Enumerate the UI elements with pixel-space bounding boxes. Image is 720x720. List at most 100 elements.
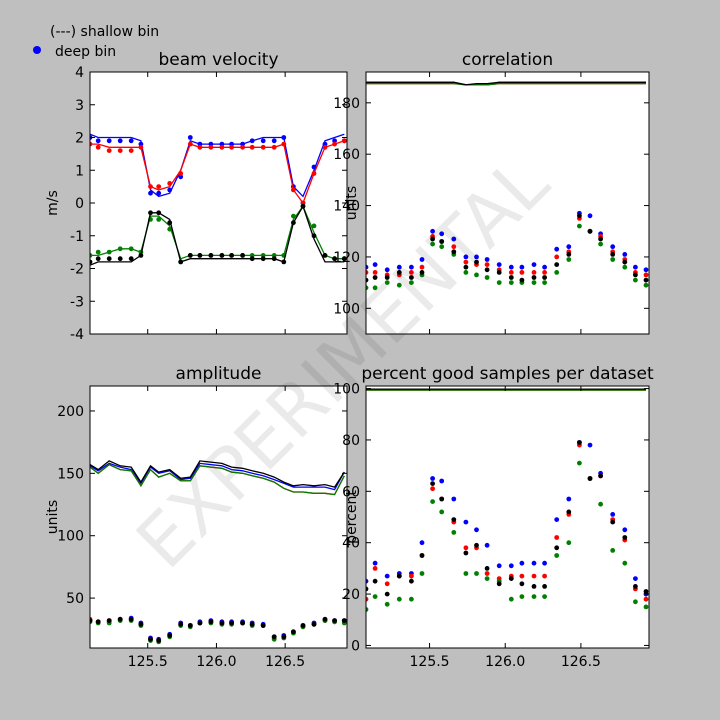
- series-1-point: [463, 254, 469, 260]
- series-2-point: [554, 254, 560, 260]
- y-tick-label: 140: [333, 199, 360, 215]
- series-3-line: [366, 82, 646, 86]
- series-4-point: [271, 256, 277, 262]
- series-2-point: [178, 171, 184, 176]
- series-1-point: [439, 478, 445, 484]
- series-4-point: [643, 589, 649, 594]
- series-1-point: [249, 138, 255, 144]
- series-1-point: [508, 563, 514, 569]
- series-4-point: [291, 629, 296, 635]
- series-4-point: [384, 591, 390, 597]
- y-axis-label: percent: [344, 490, 360, 544]
- data-layer: [366, 388, 649, 612]
- series-4-point: [208, 253, 214, 258]
- series-4-point: [281, 634, 287, 640]
- series-1-point: [439, 231, 445, 237]
- series-3-point: [384, 280, 390, 285]
- series-3-point: [474, 571, 479, 576]
- series-1-point: [531, 262, 537, 267]
- series-2-point: [554, 535, 560, 540]
- series-3-point: [106, 249, 112, 255]
- series-1-point: [566, 244, 572, 250]
- series-4-point: [554, 545, 560, 551]
- series-3-point: [366, 285, 369, 291]
- y-axis-label: units: [344, 186, 360, 220]
- y-tick-label: 40: [342, 536, 360, 552]
- series-4-point: [106, 618, 112, 623]
- y-tick-label: 60: [342, 484, 360, 500]
- series-2-point: [156, 184, 162, 190]
- y-axis-label: units: [45, 500, 61, 534]
- series-1-point: [384, 573, 390, 579]
- series-3-point: [451, 530, 457, 535]
- series-1-point: [554, 246, 560, 252]
- series-3-point: [156, 217, 162, 222]
- series-2-point: [106, 148, 112, 154]
- series-1-point: [451, 236, 457, 242]
- series-4-point: [598, 473, 603, 479]
- series-2-point: [409, 270, 414, 275]
- series-4-point: [474, 259, 479, 265]
- series-3-point: [610, 548, 616, 553]
- series-3-point: [463, 270, 469, 275]
- series-2-point: [271, 144, 277, 150]
- y-tick-label: 4: [75, 65, 84, 81]
- series-3-point: [531, 594, 537, 599]
- series-4-point: [384, 275, 390, 280]
- series-2-point: [463, 545, 469, 551]
- plot-title: beam velocity: [158, 50, 278, 70]
- series-3-point: [554, 270, 560, 275]
- series-4-point: [372, 578, 378, 584]
- series-4-point: [95, 619, 101, 625]
- series-1-point: [622, 527, 628, 533]
- series-3-point: [430, 241, 435, 247]
- series-1-point: [366, 264, 369, 270]
- series-2-point: [291, 187, 296, 193]
- series-4-point: [542, 584, 547, 589]
- series-2-point: [281, 141, 287, 147]
- series-4-point: [439, 496, 445, 502]
- series-3-point: [633, 277, 638, 283]
- series-4-point: [167, 633, 173, 638]
- series-2-point: [531, 270, 537, 275]
- series-4-point: [138, 621, 144, 627]
- series-3-point: [384, 601, 390, 607]
- series-4-point: [148, 210, 153, 216]
- series-4-point: [430, 236, 435, 242]
- data-layer: [90, 133, 347, 266]
- series-1-point: [508, 264, 514, 270]
- series-1-point: [95, 138, 101, 144]
- series-4-point: [300, 203, 306, 209]
- series-4-point: [281, 259, 287, 265]
- series-3-point: [554, 553, 560, 558]
- series-4-point: [208, 619, 214, 625]
- series-2-point: [167, 181, 173, 186]
- series-1-point: [542, 560, 547, 566]
- series-4-point: [341, 256, 347, 262]
- series-4-point: [622, 259, 628, 265]
- series-4-point: [577, 213, 582, 219]
- series-3-point: [396, 282, 402, 288]
- series-1-point: [419, 540, 425, 546]
- series-3-point: [260, 253, 266, 258]
- series-4-point: [106, 256, 112, 262]
- series-1-point: [419, 257, 425, 262]
- series-2-point: [409, 573, 414, 579]
- series-1-point: [633, 576, 638, 581]
- series-1-point: [332, 138, 337, 144]
- series-4-point: [451, 517, 457, 522]
- series-2-point: [300, 200, 306, 206]
- series-2-point: [128, 148, 134, 154]
- series-4-point: [484, 566, 490, 571]
- series-1-point: [610, 244, 616, 250]
- plot-frame: [365, 385, 650, 649]
- series-1-point: [430, 476, 435, 481]
- series-3-point: [542, 594, 547, 599]
- series-1-point: [156, 190, 162, 196]
- series-3-point: [95, 249, 101, 255]
- series-4-point: [260, 623, 266, 628]
- series-2-line: [90, 140, 345, 205]
- series-3-point: [117, 246, 123, 252]
- series-4-point: [587, 476, 593, 481]
- series-4-point: [300, 623, 306, 628]
